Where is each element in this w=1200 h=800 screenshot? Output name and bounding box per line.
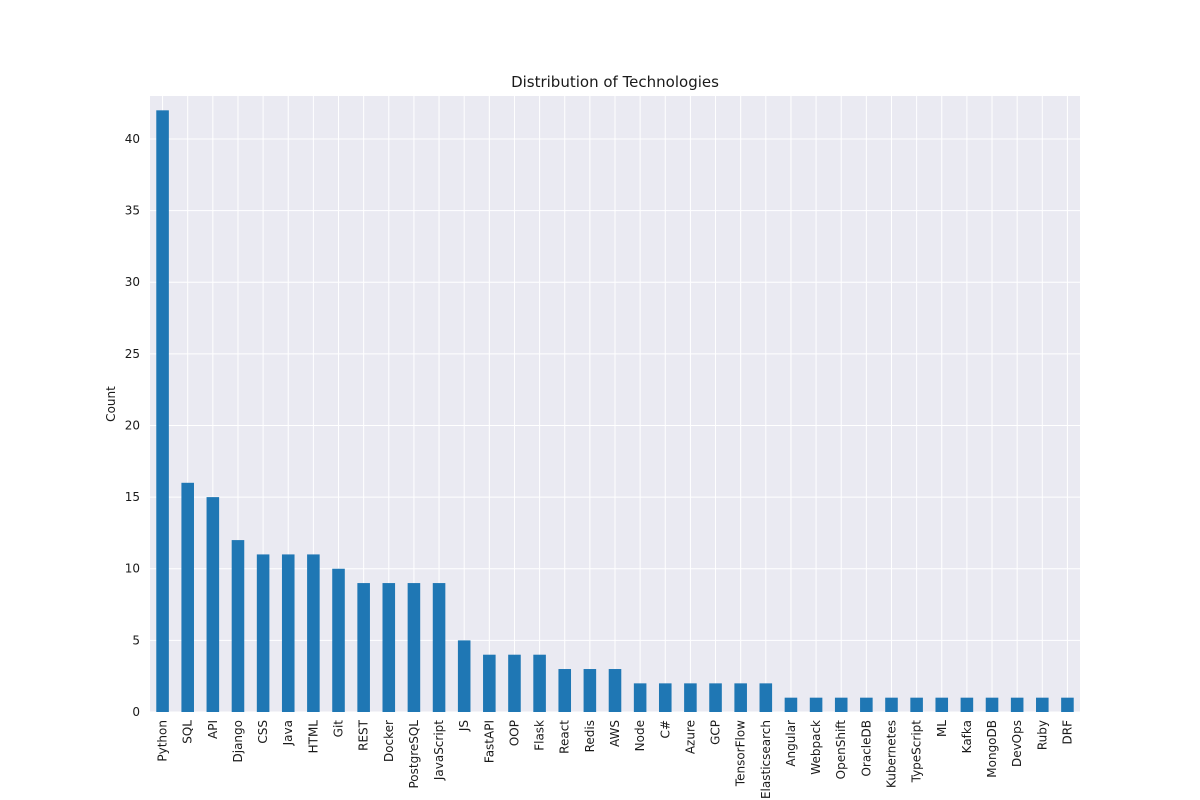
x-tick-label: FastAPI — [482, 720, 496, 763]
x-tick-label: OOP — [507, 720, 521, 746]
bar-postgresql — [407, 583, 421, 712]
bar-js — [457, 640, 471, 712]
bar-oracledb — [860, 697, 873, 712]
chart-title: Distribution of Technologies — [511, 73, 719, 91]
x-tick-label: ML — [935, 720, 949, 737]
x-tick-label: REST — [357, 719, 371, 751]
bar-java — [281, 554, 295, 712]
bar-aws — [608, 669, 622, 712]
x-tick-label: Git — [332, 720, 346, 738]
bar-openshift — [834, 697, 848, 712]
x-tick-label: Python — [156, 720, 170, 762]
y-tick-label: 30 — [125, 275, 140, 289]
bar-javascript — [432, 583, 446, 712]
y-tick-label: 10 — [125, 562, 140, 576]
bar-c- — [658, 683, 672, 712]
x-tick-label: Kubernetes — [884, 720, 898, 788]
bar-typescript — [910, 697, 923, 712]
x-tick-label: DevOps — [1010, 720, 1024, 767]
bar-tensorflow — [734, 683, 747, 712]
y-axis-label: Count — [104, 386, 118, 422]
bar-react — [558, 669, 572, 712]
x-tick-label: JavaScript — [432, 720, 446, 781]
x-tick-label: API — [206, 720, 220, 739]
bar-devops — [1010, 697, 1024, 712]
bar-rest — [357, 583, 370, 712]
x-tick-label: Webpack — [809, 720, 823, 775]
bar-kubernetes — [885, 697, 898, 712]
bar-oop — [508, 654, 521, 712]
x-tick-label: TensorFlow — [734, 720, 748, 787]
x-tick-label: OracleDB — [859, 720, 873, 777]
bar-azure — [684, 683, 697, 712]
x-tick-label: React — [558, 720, 572, 754]
y-tick-label: 25 — [125, 347, 140, 361]
x-tick-label: C# — [658, 720, 672, 738]
x-tick-label: JS — [457, 720, 471, 732]
bar-sql — [181, 482, 194, 712]
y-tick-label: 0 — [132, 705, 140, 719]
bar-elasticsearch — [759, 683, 773, 712]
bar-docker — [382, 583, 396, 712]
bar-angular — [784, 697, 798, 712]
bar-git — [332, 568, 345, 712]
bar-css — [256, 554, 270, 712]
x-tick-label: Docker — [382, 720, 396, 762]
bar-django — [231, 540, 245, 712]
bar-gcp — [709, 683, 722, 712]
bar-fastapi — [483, 654, 496, 712]
x-tick-label: Azure — [683, 720, 697, 754]
x-tick-label: CSS — [256, 720, 270, 744]
y-tick-label: 20 — [125, 418, 140, 432]
x-tick-label: AWS — [608, 720, 622, 747]
x-axis-ticks: Python SQL API Django CSS Java HTML Git REST Dock… — [156, 719, 1075, 799]
x-tick-label: PostgreSQL — [407, 720, 421, 789]
x-tick-label: Ruby — [1035, 720, 1049, 750]
x-tick-label: HTML — [306, 720, 320, 754]
x-tick-label: Node — [633, 720, 647, 751]
x-tick-label: DRF — [1060, 720, 1074, 745]
bar-kafka — [960, 697, 974, 712]
x-tick-label: Angular — [784, 720, 798, 767]
x-tick-label: Java — [281, 720, 295, 746]
bar-api — [206, 497, 220, 712]
bar-html — [307, 554, 320, 712]
x-tick-label: SQL — [181, 720, 195, 744]
x-tick-label: Flask — [533, 720, 547, 751]
bar-ml — [935, 697, 949, 712]
x-tick-label: MongoDB — [985, 720, 999, 778]
x-tick-label: Kafka — [960, 720, 974, 753]
bar-flask — [533, 654, 546, 712]
bar-drf — [1061, 697, 1074, 712]
y-tick-label: 35 — [125, 204, 140, 218]
x-tick-label: OpenShift — [834, 720, 848, 780]
x-tick-label: Elasticsearch — [759, 720, 773, 799]
x-tick-label: GCP — [709, 720, 723, 745]
y-tick-label: 15 — [125, 490, 140, 504]
bar-redis — [583, 669, 597, 712]
x-tick-label: TypeScript — [910, 720, 924, 784]
y-axis-ticks: 0 5 10 15 20 25 30 35 40 — [125, 132, 140, 719]
bar-ruby — [1036, 697, 1049, 712]
bar-node — [633, 683, 647, 712]
bar-python — [156, 110, 169, 713]
x-tick-label: Django — [231, 720, 245, 763]
bar-webpack — [809, 697, 823, 712]
y-tick-label: 40 — [125, 132, 140, 146]
y-tick-label: 5 — [132, 633, 140, 647]
x-tick-label: Redis — [583, 720, 597, 752]
bar-mongodb — [985, 697, 999, 712]
bars — [156, 110, 1074, 713]
